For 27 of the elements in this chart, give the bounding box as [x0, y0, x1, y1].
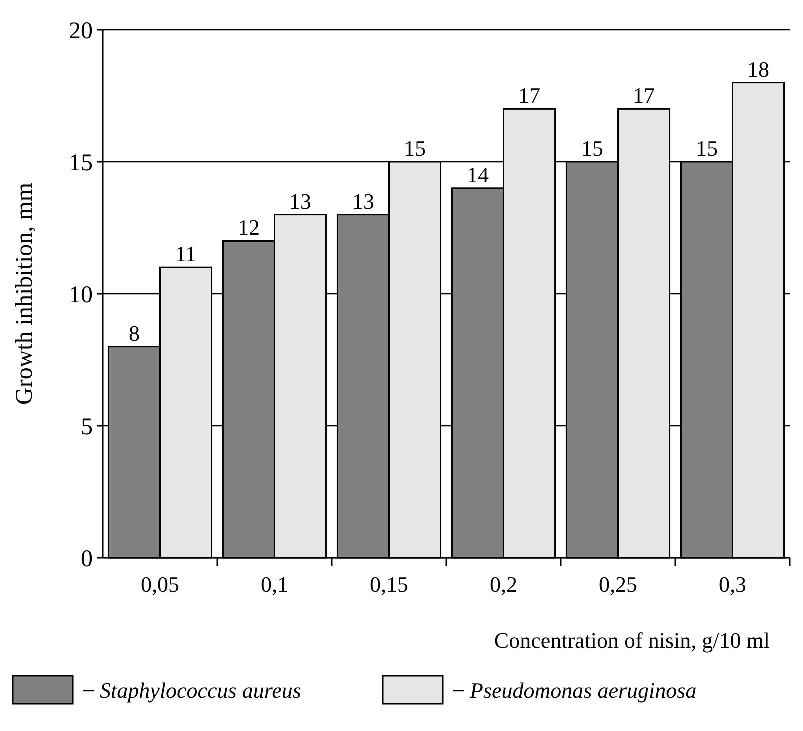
data-label: 12: [238, 215, 260, 240]
legend-label: Pseudomonas aeruginosa: [469, 678, 697, 703]
data-label: 15: [696, 136, 718, 161]
data-label: 15: [404, 136, 426, 161]
data-label: 8: [128, 320, 140, 346]
x-tick-label: 0,3: [719, 572, 746, 597]
x-axis-title: Concentration of nisin, g/10 ml: [494, 628, 770, 653]
x-tick-label: 0,15: [370, 572, 408, 597]
x-tick-label: 0,25: [599, 572, 638, 597]
data-label: 17: [633, 83, 656, 108]
legend-label: Staphylococcus aureus: [100, 678, 302, 703]
x-tick-label: 0,05: [141, 572, 180, 597]
data-label: 15: [581, 136, 604, 161]
y-axis-title: Growth inhibition, mm: [12, 182, 38, 405]
y-tick-label: 15: [69, 150, 93, 176]
y-tick-label: 20: [69, 18, 93, 44]
x-tick-label: 0,1: [261, 572, 288, 597]
y-tick-label: 0: [81, 546, 93, 572]
data-label: 13: [290, 188, 312, 214]
data-label: 11: [175, 242, 197, 267]
data-label: 17: [518, 83, 541, 108]
data-label: 14: [466, 162, 489, 188]
data-label: 18: [748, 56, 770, 82]
x-tick-label: 0,2: [490, 572, 518, 597]
y-tick-label: 10: [69, 282, 93, 308]
data-label: 13: [352, 188, 374, 214]
y-tick-label: 5: [81, 414, 93, 440]
